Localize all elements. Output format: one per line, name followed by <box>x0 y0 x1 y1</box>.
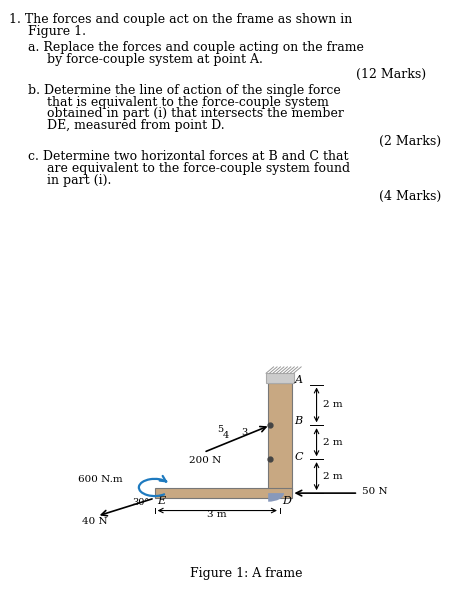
Text: 1. The forces and couple act on the frame as shown in: 1. The forces and couple act on the fram… <box>9 13 353 26</box>
Text: c. Determine two horizontal forces at B and C that: c. Determine two horizontal forces at B … <box>28 150 349 164</box>
Text: 2 m: 2 m <box>323 472 342 481</box>
Bar <box>155 488 292 498</box>
Text: obtained in part (i) that intersects the member: obtained in part (i) that intersects the… <box>47 107 344 121</box>
Text: 5: 5 <box>217 425 223 434</box>
Bar <box>266 373 293 383</box>
Text: B: B <box>294 416 302 426</box>
Text: 50 N: 50 N <box>362 488 387 497</box>
Text: E: E <box>157 497 165 506</box>
Text: Figure 1: A frame: Figure 1: A frame <box>190 567 303 580</box>
Wedge shape <box>268 493 284 501</box>
Text: 200 N: 200 N <box>190 456 222 464</box>
Text: Figure 1.: Figure 1. <box>28 25 86 38</box>
Text: 40 N: 40 N <box>82 517 108 526</box>
Text: (12 Marks): (12 Marks) <box>356 68 426 81</box>
Text: 4: 4 <box>223 432 229 441</box>
Text: 3: 3 <box>241 429 247 438</box>
Text: C: C <box>294 452 303 461</box>
Text: are equivalent to the force-couple system found: are equivalent to the force-couple syste… <box>47 162 351 176</box>
Text: b. Determine the line of action of the single force: b. Determine the line of action of the s… <box>28 84 341 97</box>
Text: 3 m: 3 m <box>208 510 227 519</box>
Text: 600 N.m: 600 N.m <box>78 475 122 484</box>
Text: (4 Marks): (4 Marks) <box>379 190 441 203</box>
Text: D: D <box>282 497 291 506</box>
Text: 30°: 30° <box>132 498 149 507</box>
Text: a. Replace the forces and couple acting on the frame: a. Replace the forces and couple acting … <box>28 41 365 54</box>
Text: 2 m: 2 m <box>323 438 342 447</box>
Text: 2 m: 2 m <box>323 401 342 410</box>
Text: in part (i).: in part (i). <box>47 174 112 187</box>
Bar <box>268 383 292 493</box>
Text: (2 Marks): (2 Marks) <box>379 135 441 148</box>
Text: DE, measured from point D.: DE, measured from point D. <box>47 119 225 133</box>
Text: by force-couple system at point A.: by force-couple system at point A. <box>47 53 263 66</box>
Text: that is equivalent to the force-couple system: that is equivalent to the force-couple s… <box>47 96 329 109</box>
Text: A: A <box>294 375 302 384</box>
